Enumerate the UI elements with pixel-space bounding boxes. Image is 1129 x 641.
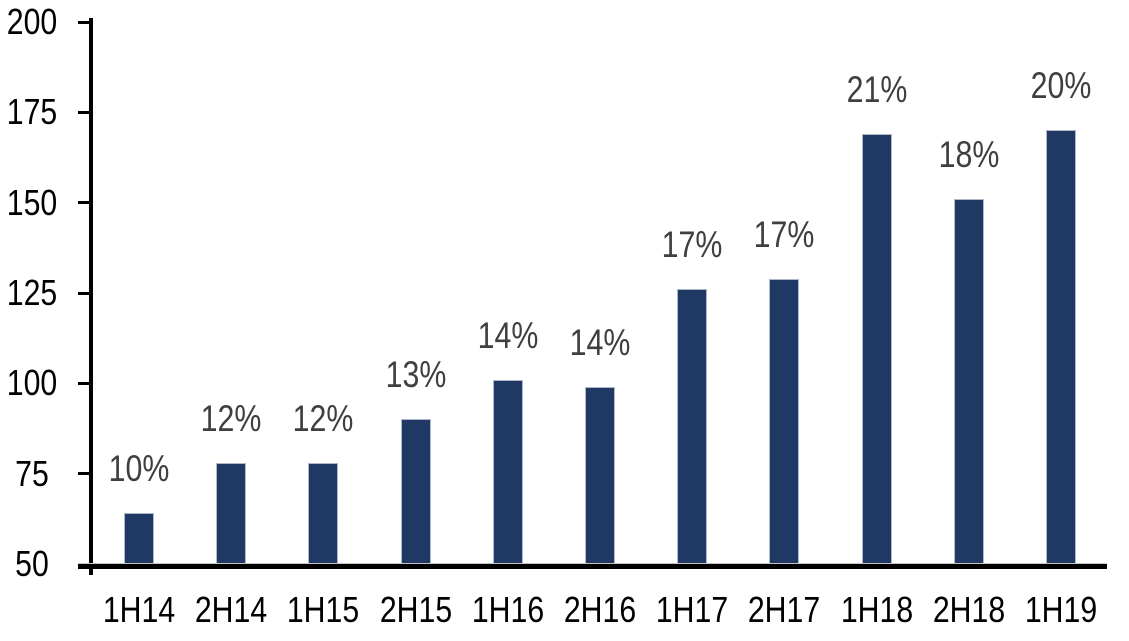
y-axis-line: [89, 18, 93, 575]
bar-value-label: 12%: [293, 397, 354, 439]
y-axis-tick-mark: [78, 201, 89, 205]
y-axis-tick-mark: [78, 110, 89, 114]
bar: [400, 419, 431, 566]
bar: [861, 134, 892, 566]
bar: [769, 278, 800, 566]
x-axis-tick-label: 1H14: [102, 589, 176, 630]
x-axis-tick-label: 1H17: [656, 589, 729, 630]
bar-value-label: 18%: [938, 134, 1000, 176]
y-axis-tick-label: 150: [6, 181, 58, 223]
bar: [677, 289, 708, 566]
bar-value-label: 20%: [1030, 65, 1092, 107]
bar-value-label: 10%: [108, 448, 170, 490]
y-axis-tick-mark: [78, 291, 89, 295]
bar-value-label: 21%: [846, 69, 907, 110]
x-axis-tick-label: 1H18: [840, 589, 913, 630]
y-axis-tick-mark: [78, 381, 89, 385]
bar-value-label: 14%: [569, 321, 631, 363]
y-axis-tick-mark: [78, 472, 89, 476]
bar-value-label: 13%: [385, 354, 446, 396]
y-axis-tick-label: 75: [15, 452, 49, 494]
bar-value-label: 17%: [661, 224, 723, 266]
x-axis-tick-label: 2H17: [748, 589, 821, 630]
x-axis-line: [78, 564, 1107, 569]
x-axis-tick-label: 2H14: [195, 589, 268, 630]
x-axis-tick-label: 1H15: [287, 589, 360, 630]
x-axis-tick-label: 2H15: [379, 589, 452, 630]
bar: [492, 379, 523, 566]
y-axis-tick-mark: [78, 20, 89, 24]
y-axis-tick-label: 125: [6, 272, 58, 313]
bar: [124, 513, 155, 566]
y-axis-tick-label: 175: [6, 91, 58, 133]
x-axis-tick-label: 2H16: [563, 589, 637, 630]
bar: [953, 199, 984, 566]
y-axis-tick-label: 200: [6, 1, 58, 42]
x-axis-tick-label: 2H18: [932, 589, 1005, 630]
bar: [585, 386, 615, 566]
y-axis-tick-label: 100: [6, 362, 58, 404]
x-axis-tick-label: 1H16: [471, 589, 544, 630]
x-axis-tick-label: 1H19: [1024, 589, 1098, 630]
bar-value-label: 17%: [753, 213, 815, 255]
bar: [308, 462, 339, 566]
x-axis-highlight-line: [78, 563, 1107, 564]
bar-value-label: 14%: [477, 314, 539, 356]
bar-value-label: 12%: [200, 397, 262, 439]
y-axis-tick-label: 50: [15, 543, 49, 584]
bar: [1045, 130, 1076, 566]
bar: [216, 462, 247, 566]
